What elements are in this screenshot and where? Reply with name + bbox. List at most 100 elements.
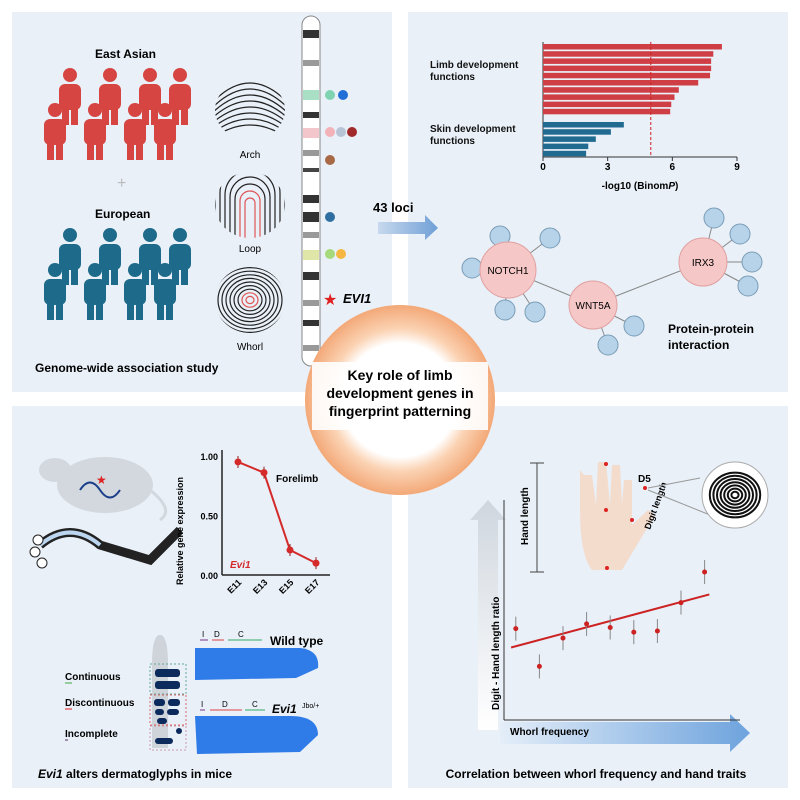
mouse-icon: ★ <box>39 457 168 522</box>
person-icon <box>44 263 66 320</box>
ratio-axis-label: Digit - Hand length ratio <box>491 597 502 710</box>
expression-line-chart: 0.00 0.50 1.00 E11 E13 E15 E17 Forelimb Evi1 <box>200 450 330 596</box>
person-icon <box>84 263 106 320</box>
chromosome-icon <box>301 15 321 367</box>
scatter-point <box>560 635 566 641</box>
skin-bar <box>543 136 596 142</box>
person-icon <box>84 103 106 160</box>
person-icon <box>59 68 81 125</box>
wild-type-digit-image <box>195 639 319 680</box>
limb-bar <box>543 51 714 57</box>
person-icon <box>139 68 161 125</box>
node-notch1: NOTCH1 <box>487 266 529 277</box>
person-icon <box>99 68 121 125</box>
wt-i-label: I <box>202 630 204 639</box>
whorl-frequency-label: Whorl frequency <box>510 727 589 738</box>
continuous-label: Continuous <box>65 672 121 683</box>
group-european-label: European <box>95 207 150 221</box>
ridge-diagram <box>149 635 187 751</box>
x-tick-label: 0 <box>540 162 546 173</box>
east-asian-people-icons <box>44 68 191 160</box>
skin-bar <box>543 129 611 135</box>
person-icon <box>59 228 81 285</box>
arch-fingerprint-icon <box>215 80 285 140</box>
x-tick-label: E15 <box>277 577 295 595</box>
mut-d-label: D <box>222 700 228 709</box>
gwas-title: Genome-wide association study <box>35 361 219 375</box>
limb-group-label: Limb development functions <box>430 60 519 83</box>
evi1-label: Evi1 <box>230 560 251 571</box>
limb-bar <box>543 87 679 93</box>
expression-line <box>237 461 317 564</box>
loci-count-label: 43 loci <box>373 200 413 215</box>
up-arrow-icon <box>470 500 506 730</box>
group-east-asian-label: East Asian <box>95 47 156 61</box>
wt-c-label: C <box>238 630 244 639</box>
x-tick-label: 6 <box>670 162 676 173</box>
limb-bar <box>543 101 672 108</box>
mut-c-label: C <box>252 700 258 709</box>
plus-icon: + <box>117 175 126 192</box>
ppi-title-line1: Protein-protein <box>668 322 754 336</box>
mutant-digit-image <box>195 709 318 754</box>
person-icon <box>124 263 146 320</box>
skin-group-label: Skin development functions <box>430 124 516 147</box>
d5-label: D5 <box>638 474 651 485</box>
x-tick-label: 9 <box>734 162 740 173</box>
limb-bar <box>543 58 712 64</box>
ridge-type-labels: Continuous Discontinuous Incomplete <box>65 672 135 741</box>
y-tick-label: 1.00 <box>200 452 218 462</box>
incomplete-label: Incomplete <box>65 729 118 740</box>
expression-y-label: Relative gene expression <box>175 477 185 585</box>
node-wnt5a: WNT5A <box>576 301 611 312</box>
scatter-point <box>584 621 590 627</box>
limb-bar <box>543 44 722 50</box>
x-tick-label: E13 <box>251 577 269 595</box>
x-tick-label: E17 <box>303 577 321 595</box>
scatter-point <box>536 663 542 669</box>
whorl-label: Whorl <box>237 342 263 353</box>
forelimb-label: Forelimb <box>276 474 318 485</box>
skin-bar <box>543 122 624 128</box>
whorl-fingerprint-icon <box>215 267 285 333</box>
person-icon <box>169 68 191 125</box>
wild-type-label: Wild type <box>270 634 324 648</box>
scatter-point <box>702 569 708 575</box>
wt-d-label: D <box>214 630 220 639</box>
scatter-point <box>513 626 519 632</box>
center-title-line1: Key role of limb <box>347 367 452 383</box>
ppi-title-line2: interaction <box>668 338 729 352</box>
limb-bar <box>543 94 675 100</box>
y-tick-label: 0.50 <box>200 512 218 522</box>
mut-i-label: I <box>201 700 203 709</box>
limb-bar <box>543 72 711 79</box>
person-icon <box>169 228 191 285</box>
scatter-point <box>607 624 613 630</box>
discontinuous-label: Discontinuous <box>65 698 135 709</box>
limb-bar <box>543 80 699 86</box>
person-icon <box>154 103 176 160</box>
mouse-title: Evi1 alters dermatoglyphs in mice <box>38 767 232 781</box>
x-axis-label: -log10 (BinomP) <box>602 181 679 192</box>
european-people-icons <box>44 228 191 320</box>
person-icon <box>99 228 121 285</box>
mouse-paw-icon <box>29 526 184 569</box>
y-tick-label: 0.00 <box>200 571 218 581</box>
correlation-title: Correlation between whorl frequency and … <box>446 767 747 781</box>
node-irx3: IRX3 <box>692 258 715 269</box>
enrichment-bar-chart: 0 3 6 9 <box>540 42 740 173</box>
correlation-scatter <box>510 560 710 679</box>
hand-length-label: Hand length <box>520 487 531 545</box>
loop-label: Loop <box>239 244 262 255</box>
arch-label: Arch <box>240 150 261 161</box>
x-tick-label: 3 <box>605 162 611 173</box>
center-title-line2: development genes in <box>326 385 473 401</box>
expression-point <box>286 546 294 554</box>
mutant-label: Evi1 <box>272 702 297 716</box>
limb-bar <box>543 108 671 115</box>
scatter-point <box>678 600 684 606</box>
expression-point <box>260 469 268 477</box>
person-icon <box>124 103 146 160</box>
person-icon <box>139 228 161 285</box>
